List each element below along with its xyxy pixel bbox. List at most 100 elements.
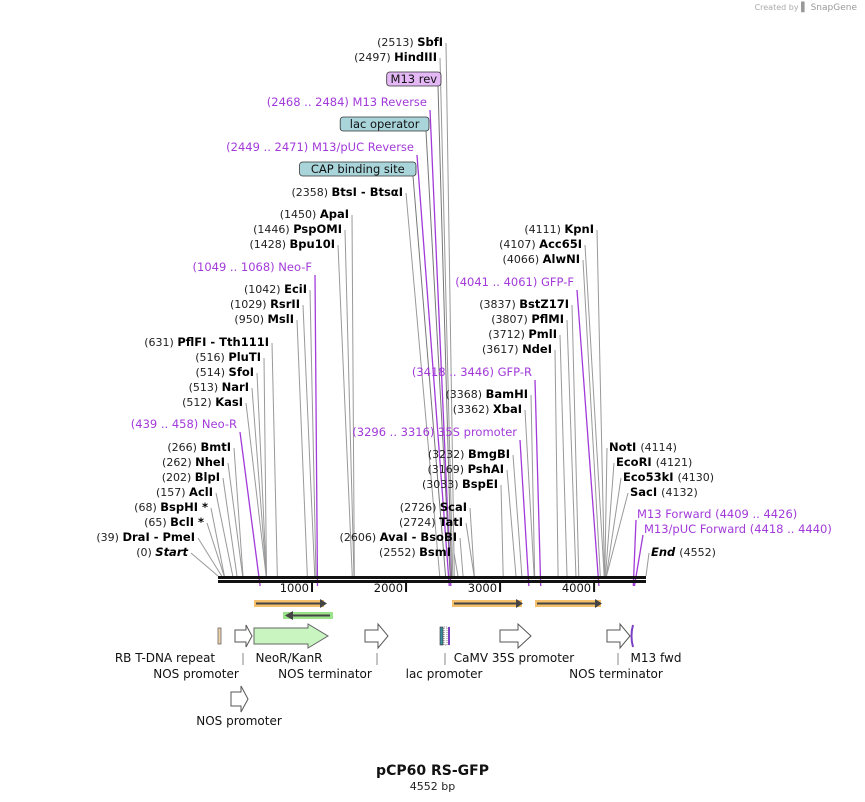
site-pflfi[interactable]: (631) PflFI - Tth111I [144,335,269,349]
site-eco53ki[interactable]: Eco53kI (4130) [623,470,714,484]
svg-text:(4107) Acc65I: (4107) Acc65I [499,237,582,251]
primer-gfp-r[interactable]: (3418 .. 3446) GFP-R [412,365,532,379]
cut-line [210,507,225,577]
lac-operator-shape[interactable] [439,626,444,646]
primer-35s-promoter[interactable]: (3296 .. 3316) 35S promoter [352,425,517,439]
feature-label-lac-promoter[interactable]: lac promoter [406,667,483,681]
cut-line [469,507,475,577]
site-acc65i[interactable]: (4107) Acc65I [499,237,582,251]
lac-promoter-shape[interactable] [443,626,448,646]
primer-m13-puc-reverse[interactable]: (2449 .. 2471) M13/pUC Reverse [226,140,414,154]
feature-box-m13-rev[interactable]: M13 rev [386,71,442,87]
site-ecori[interactable]: EcoRI (4121) [616,455,692,469]
nos-promoter-arrow[interactable] [234,624,253,648]
svg-text:(262) NheI: (262) NheI [162,455,225,469]
svg-text:(65) BclI *: (65) BclI * [144,515,204,529]
rb-tdna-repeat-shape[interactable] [217,627,222,645]
site-hindiii[interactable]: (2497) HindIII [354,50,437,64]
feature-label-nos-promoter[interactable]: NOS promoter [153,667,239,681]
site-pflmi[interactable]: (3807) PflMI [491,312,564,326]
site-noti[interactable]: NotI (4114) [609,440,677,454]
site-bmgbi[interactable]: (3232) BmgBI [428,447,510,461]
svg-text:(2724) TatI: (2724) TatI [399,515,463,529]
primer-m13-reverse[interactable]: (2468 .. 2484) M13 Reverse [267,95,427,109]
orf-neo-reverse[interactable] [283,611,333,620]
site-btsi[interactable]: (2358) BtsI - BtsαI [291,185,403,199]
svg-text:NotI (4114): NotI (4114) [609,440,677,454]
nos-terminator-arrow[interactable] [364,622,389,650]
site-tati[interactable]: (2724) TatI [399,515,463,529]
primer-gfp-f[interactable]: (4041 .. 4061) GFP-F [455,275,574,289]
feature-label-camv-35s-promoter[interactable]: CaMV 35S promoter [454,651,575,665]
site-kpni[interactable]: (4111) KpnI [524,222,594,236]
site-rsrii[interactable]: (1029) RsrII [230,297,300,311]
site-sbfi[interactable]: (2513) SbfI [377,35,443,49]
m13-rev-shape[interactable] [448,627,450,645]
primer-m13-forward[interactable]: M13 Forward (4409 .. 4426) [637,507,797,521]
site-ndei[interactable]: (3617) NdeI [482,342,552,356]
site-pshai[interactable]: (3169) PshAI [427,462,504,476]
site-scai[interactable]: (2726) ScaI [400,500,467,514]
m13-fwd-shape[interactable] [630,624,634,648]
primer-line [519,439,530,587]
nos-terminator-arrow-2[interactable] [606,622,631,650]
site-kasi[interactable]: (512) KasI [182,395,243,409]
site-bcli[interactable]: (65) BclI * [144,515,204,529]
neor-kanr-arrow[interactable] [253,623,329,649]
site-alwni[interactable]: (4066) AlwNI [503,252,580,266]
feature-label-m13-fwd[interactable]: M13 fwd [631,651,682,665]
site-blpi[interactable]: (202) BlpI [162,470,220,484]
backbone-bottom-strand [218,580,646,583]
primer-m13-puc-forward[interactable]: M13/pUC Forward (4418 .. 4440) [644,522,832,536]
orf-gfp[interactable] [535,599,602,608]
site-ecii[interactable]: (1042) EciI [244,282,307,296]
primer-neo-r[interactable]: (439 .. 458) Neo-R [131,417,237,431]
feature-line [437,85,453,577]
site-start[interactable]: (0) Start [136,545,188,559]
site-nari[interactable]: (513) NarI [189,380,249,394]
site-bmti[interactable]: (266) BmtI [167,440,231,454]
site-bsmi[interactable]: (2552) BsmI [379,545,451,559]
cut-line [337,244,353,577]
site-end[interactable]: End (4552) [651,545,716,559]
cut-line [445,42,455,577]
feature-label-rb-t-dna-repeat[interactable]: RB T-DNA repeat [115,651,216,665]
site-pluti[interactable]: (516) PluTI [195,350,261,364]
svg-text:(1042) EciI: (1042) EciI [244,282,307,296]
site-saci[interactable]: SacI (4132) [630,485,698,499]
primer-neo-f[interactable]: (1049 .. 1068) Neo-F [193,260,312,274]
site-bsphi[interactable]: (68) BspHI * [134,500,208,514]
feature-box-lac-operator[interactable]: lac operator [339,116,430,132]
feature-label-neor-kanr[interactable]: NeoR/KanR [255,651,322,665]
site-nhei[interactable]: (262) NheI [162,455,225,469]
site-bspei[interactable]: (3033) BspEI [422,477,498,491]
site-sfoi[interactable]: (514) SfoI [195,365,254,379]
site-bpu10i[interactable]: (1428) Bpu10I [249,237,335,251]
site-acli[interactable]: (157) AclI [156,485,213,499]
site-xbai[interactable]: (3362) XbaI [453,402,522,416]
feature-label-nos-promoter[interactable]: NOS promoter [196,714,282,728]
site-drai[interactable]: (39) DraI - PmeI [96,530,195,544]
svg-text:M13/pUC Forward (4418 .. 44: M13/pUC Forward (4418 .. 4440) [644,522,832,536]
orf-35s[interactable] [452,599,523,608]
site-pmli[interactable]: (3712) PmlI [488,327,557,341]
site-pspomi[interactable]: (1446) PspOMI [253,222,342,236]
orf-neo-forward[interactable] [254,599,327,608]
site-msli[interactable]: (950) MslI [234,312,294,326]
ruler-ticks: 1000 2000 3000 4000 [280,581,596,595]
svg-text:(3296 .. 3316) 35S promoter: (3296 .. 3316) 35S promoter [352,425,517,439]
feature-label-nos-terminator[interactable]: NOS terminator [569,667,663,681]
svg-text:(4041 .. 4061) GFP-F: (4041 .. 4061) GFP-F [455,275,574,289]
primer-line [416,154,450,587]
site-bamhi[interactable]: (3368) BamHI [446,387,529,401]
feature-box-cap-binding-site[interactable]: CAP binding site [299,161,417,177]
nos-promoter-arrow-2[interactable] [230,685,249,713]
tick-label: 2000 [374,581,403,595]
svg-text:EcoRI (4121): EcoRI (4121) [616,455,692,469]
camv-35s-promoter-arrow[interactable] [499,622,532,650]
site-bstz17i[interactable]: (3837) BstZ17I [479,297,569,311]
site-avai[interactable]: (2606) AvaI - BsoBI [340,530,457,544]
cut-line [197,537,223,577]
feature-label-nos-terminator[interactable]: NOS terminator [278,667,372,681]
site-apai[interactable]: (1450) ApaI [280,207,349,221]
